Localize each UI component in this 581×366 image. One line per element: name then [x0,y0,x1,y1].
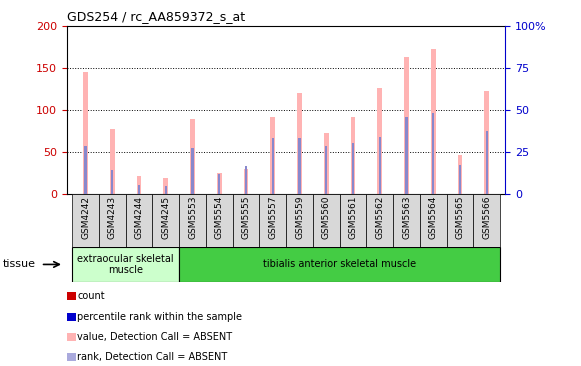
Text: percentile rank within the sample: percentile rank within the sample [77,311,242,322]
Bar [138,185,140,194]
Text: GSM4244: GSM4244 [135,195,144,239]
Bar [206,194,232,247]
Text: GSM5566: GSM5566 [482,195,492,239]
Text: GSM4242: GSM4242 [81,195,90,239]
Bar [299,138,300,194]
Text: count: count [77,291,105,302]
Bar [152,194,179,247]
Bar [379,137,381,194]
Bar [404,57,409,194]
Bar [137,176,141,194]
Bar [72,247,179,282]
Text: extraocular skeletal
muscle: extraocular skeletal muscle [77,254,174,275]
Bar [179,194,206,247]
Bar [431,49,436,194]
Bar [458,155,462,194]
Text: GSM5564: GSM5564 [429,195,437,239]
Text: tissue: tissue [3,259,36,269]
Bar [179,247,500,282]
Bar [272,138,274,194]
Bar [286,194,313,247]
Bar [232,194,259,247]
Bar [125,194,152,247]
Bar [218,174,220,194]
Bar [84,146,87,194]
Text: GSM5554: GSM5554 [215,195,224,239]
Bar [163,178,168,194]
Bar [99,194,125,247]
Text: GSM5563: GSM5563 [402,195,411,239]
Text: GDS254 / rc_AA859372_s_at: GDS254 / rc_AA859372_s_at [67,10,245,23]
Text: GSM5560: GSM5560 [322,195,331,239]
Bar [420,194,447,247]
Bar [350,116,356,194]
Text: GSM5559: GSM5559 [295,195,304,239]
Bar [485,91,489,194]
Text: GSM4243: GSM4243 [108,195,117,239]
Text: value, Detection Call = ABSENT: value, Detection Call = ABSENT [77,332,232,342]
Bar [352,143,354,194]
Text: tibialis anterior skeletal muscle: tibialis anterior skeletal muscle [263,259,416,269]
Text: GSM5557: GSM5557 [268,195,277,239]
Bar [243,169,249,194]
Bar [83,72,88,194]
Bar [474,194,500,247]
Bar [367,194,393,247]
Bar [270,116,275,194]
Bar [190,119,195,194]
Bar [406,117,408,194]
Bar [111,171,113,194]
Bar [313,194,340,247]
Bar [340,194,367,247]
Text: GSM5565: GSM5565 [456,195,464,239]
Bar [486,131,488,194]
Bar [324,133,329,194]
Text: GSM4245: GSM4245 [162,195,170,239]
Bar [245,166,247,194]
Bar [325,146,327,194]
Bar [164,186,167,194]
Bar [217,173,222,194]
Text: rank, Detection Call = ABSENT: rank, Detection Call = ABSENT [77,352,227,362]
Bar [459,165,461,194]
Bar [432,113,435,194]
Bar [110,129,114,194]
Text: GSM5562: GSM5562 [375,195,384,239]
Text: GSM5553: GSM5553 [188,195,197,239]
Bar [72,194,99,247]
Bar [192,148,193,194]
Text: GSM5561: GSM5561 [349,195,357,239]
Text: GSM5555: GSM5555 [242,195,250,239]
Bar [259,194,286,247]
Bar [377,88,382,194]
Bar [297,93,302,194]
Bar [393,194,420,247]
Bar [447,194,474,247]
